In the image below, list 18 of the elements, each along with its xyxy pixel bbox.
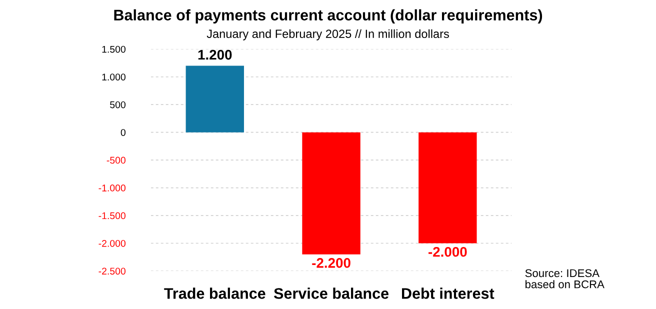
source-note: Source: IDESA based on BCRA [525, 269, 604, 288]
chart-title: Balance of payments current account (dollar requirements) [114, 9, 542, 24]
chart-subtitle: January and February 2025 // In million dollars [206, 29, 449, 40]
data-label: -2.200 [312, 258, 350, 268]
y-tick-label: -2.000 [98, 240, 126, 247]
data-label: -2.000 [428, 246, 467, 257]
y-tick-label: -500 [106, 156, 126, 164]
x-tick-label: Service balance [274, 288, 389, 299]
y-tick-label: -2.500 [98, 268, 126, 275]
y-tick-label: -1.000 [98, 184, 126, 192]
y-tick-label: 0 [120, 129, 126, 136]
y-tick-label: 500 [110, 101, 126, 108]
x-tick-label: Debt interest [402, 288, 494, 299]
y-tick-label: 1.500 [102, 46, 126, 53]
data-label: 1.200 [198, 50, 232, 60]
y-tick-label: -1.500 [98, 212, 126, 220]
y-tick-label: 1.000 [102, 74, 126, 80]
x-tick-label: Trade balance [164, 288, 266, 299]
